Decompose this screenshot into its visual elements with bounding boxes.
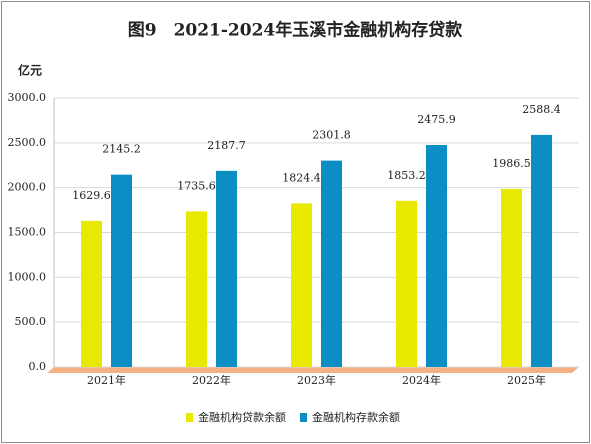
- y-axis-label: 亿元: [18, 63, 42, 78]
- x-tick-label: 2021年: [87, 373, 126, 387]
- y-tick-label: 3000.0: [8, 91, 47, 104]
- legend-swatch: [300, 413, 307, 422]
- value-label: 1986.5: [492, 157, 531, 170]
- chart-title: 图9 2021-2024年玉溪市金融机构存贷款: [128, 20, 464, 41]
- bar: [426, 144, 447, 367]
- x-tick-label: 2025年: [507, 373, 546, 387]
- bar: [396, 200, 417, 367]
- bar: [291, 203, 312, 367]
- value-label: 1824.4: [282, 171, 321, 184]
- value-label: 2187.7: [207, 139, 246, 152]
- y-tick-label: 2500.0: [8, 136, 47, 149]
- legend-swatch: [186, 413, 193, 422]
- y-tick-label: 0.0: [29, 360, 47, 373]
- y-tick-label: 1500.0: [8, 226, 47, 239]
- legend-label: 金融机构贷款余额: [198, 410, 286, 424]
- x-tick-label: 2023年: [297, 373, 336, 387]
- y-tick-label: 1000.0: [8, 270, 47, 283]
- value-label: 1629.6: [72, 189, 111, 202]
- legend-label: 金融机构存款余额: [312, 410, 400, 424]
- floor: [47, 367, 579, 373]
- x-tick-label: 2022年: [192, 373, 231, 387]
- value-label: 2588.4: [522, 103, 561, 116]
- bar: [216, 170, 237, 367]
- bar: [501, 188, 522, 367]
- y-tick-label: 500.0: [15, 315, 47, 328]
- bar: [81, 220, 102, 367]
- bar: [111, 174, 132, 367]
- bar: [321, 160, 342, 367]
- value-label: 1735.6: [177, 179, 216, 192]
- value-label: 2301.8: [312, 129, 351, 142]
- value-label: 2475.9: [417, 113, 456, 126]
- value-label: 2145.2: [102, 143, 141, 156]
- x-tick-label: 2024年: [402, 373, 441, 387]
- bar: [186, 211, 207, 367]
- y-tick-label: 2000.0: [8, 181, 47, 194]
- bar: [531, 134, 552, 367]
- value-label: 1853.2: [387, 169, 426, 182]
